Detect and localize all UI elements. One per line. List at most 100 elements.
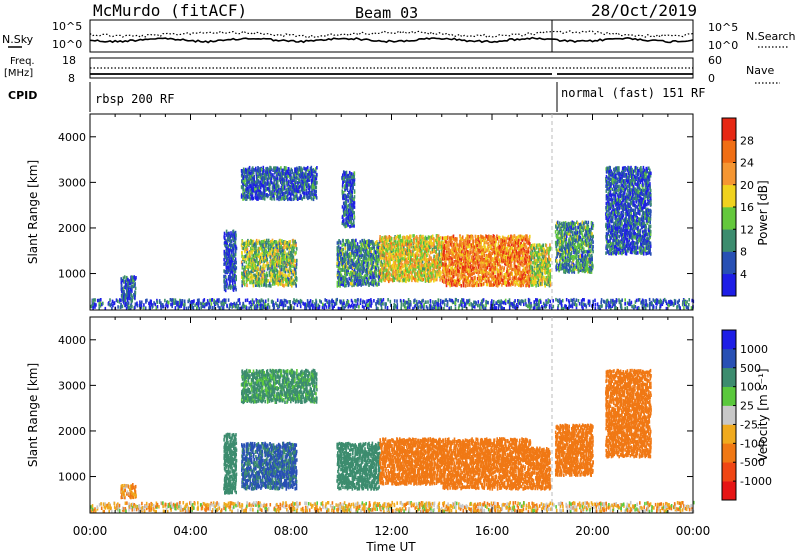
scatter-cell bbox=[445, 263, 447, 267]
scatter-cell bbox=[351, 194, 353, 198]
scatter-cell bbox=[248, 179, 251, 183]
scatter-cell bbox=[295, 262, 298, 266]
scatter-cell bbox=[274, 259, 277, 263]
scatter-cell bbox=[349, 242, 352, 246]
scatter-cell bbox=[252, 186, 255, 190]
scatter-cell bbox=[226, 256, 229, 261]
scatter-cell bbox=[255, 274, 258, 279]
scatter-cell bbox=[295, 179, 297, 183]
scatter-cell bbox=[282, 252, 284, 256]
scatter-cell bbox=[257, 261, 259, 265]
scatter-cell bbox=[272, 282, 274, 286]
scatter-cell bbox=[225, 267, 228, 271]
scatter-cell bbox=[264, 278, 266, 283]
scatter-cell bbox=[242, 191, 244, 196]
scatter-cell bbox=[281, 258, 283, 262]
scatter-cell bbox=[266, 267, 269, 271]
freq-unit: [MHz] bbox=[4, 68, 33, 79]
scatter-cell bbox=[134, 291, 137, 295]
scatter-cell bbox=[503, 266, 505, 270]
scatter-cell bbox=[132, 280, 134, 285]
scatter-cell bbox=[120, 277, 122, 281]
scatter-cell bbox=[316, 181, 318, 185]
scatter-cell bbox=[276, 270, 279, 274]
scatter-cell bbox=[359, 267, 362, 271]
scatter-cell bbox=[235, 245, 237, 249]
scatter-cell bbox=[235, 260, 237, 265]
scatter-cell bbox=[271, 242, 273, 246]
scatter-cell bbox=[342, 180, 344, 184]
scatter-cell bbox=[274, 280, 277, 284]
scatter-cell bbox=[266, 257, 269, 262]
scatter-cell bbox=[273, 245, 275, 250]
right-tick-low: 10^0 bbox=[708, 39, 738, 52]
scatter-cell bbox=[279, 274, 281, 278]
scatter-cell bbox=[235, 233, 237, 237]
scatter-cell bbox=[281, 241, 283, 245]
scatter-cell bbox=[266, 238, 268, 243]
scatter-cell bbox=[445, 240, 447, 244]
scatter-cell bbox=[225, 275, 227, 280]
scatter-cell bbox=[262, 270, 265, 275]
scatter-cell bbox=[261, 269, 263, 274]
scatter-cell bbox=[252, 196, 254, 201]
scatter-cell bbox=[254, 273, 256, 277]
scatter-cell bbox=[338, 266, 341, 270]
scatter-cell bbox=[255, 184, 258, 189]
scatter-cell bbox=[123, 292, 125, 296]
scatter-cell bbox=[132, 278, 134, 283]
scatter-cell bbox=[279, 257, 282, 261]
scatter-cell bbox=[250, 263, 252, 268]
scatter-cell bbox=[255, 190, 257, 194]
scatter-cell bbox=[260, 196, 262, 200]
scatter-cell bbox=[280, 244, 282, 248]
scatter-cell bbox=[228, 231, 230, 236]
scatter-cell bbox=[286, 280, 289, 284]
n-search-label: N.Search bbox=[746, 30, 796, 43]
scatter-cell bbox=[128, 279, 131, 283]
scatter-cell bbox=[269, 165, 271, 170]
scatter-cell bbox=[349, 208, 352, 213]
scatter-cell bbox=[269, 182, 272, 186]
scatter-cell bbox=[268, 283, 270, 288]
scatter-cell bbox=[249, 188, 252, 192]
scatter-cell bbox=[230, 253, 233, 257]
scatter-cell bbox=[474, 275, 476, 280]
scatter-cell bbox=[232, 229, 235, 233]
scatter-cell bbox=[224, 243, 226, 247]
scatter-cell bbox=[127, 285, 129, 290]
scatter-cell bbox=[265, 282, 267, 286]
scatter-cell bbox=[244, 188, 246, 192]
scatter-cell bbox=[231, 234, 234, 239]
scatter-cell bbox=[259, 175, 261, 180]
scatter-cell bbox=[256, 194, 259, 198]
scatter-cell bbox=[280, 282, 283, 286]
scatter-cell bbox=[229, 259, 231, 264]
scatter-cell bbox=[281, 239, 283, 243]
scatter-cell bbox=[249, 241, 251, 246]
scatter-cell bbox=[252, 240, 255, 244]
scatter-cell bbox=[375, 251, 377, 255]
scatter-cell bbox=[372, 260, 374, 265]
scatter-cell bbox=[259, 180, 262, 184]
scatter-cell bbox=[245, 168, 248, 173]
scatter-cell bbox=[284, 264, 286, 268]
scatter-cell bbox=[275, 257, 277, 262]
scatter-cell bbox=[229, 282, 231, 286]
scatter-cell bbox=[288, 242, 291, 246]
scatter-cell bbox=[283, 257, 286, 261]
scatter-cell bbox=[267, 241, 269, 245]
scatter-cell bbox=[225, 278, 228, 282]
scatter-cell bbox=[504, 279, 506, 283]
nave-tick-low: 0 bbox=[708, 72, 715, 85]
scatter-cell bbox=[242, 277, 244, 281]
scatter-cell bbox=[488, 263, 491, 267]
scatter-cell bbox=[258, 254, 261, 259]
scatter-cell bbox=[465, 280, 468, 284]
scatter-cell bbox=[277, 190, 280, 194]
scatter-cell bbox=[278, 197, 280, 202]
scatter-cell bbox=[290, 268, 292, 273]
scatter-cell bbox=[275, 278, 278, 282]
scatter-cell bbox=[408, 245, 411, 249]
scatter-cell bbox=[295, 250, 297, 255]
